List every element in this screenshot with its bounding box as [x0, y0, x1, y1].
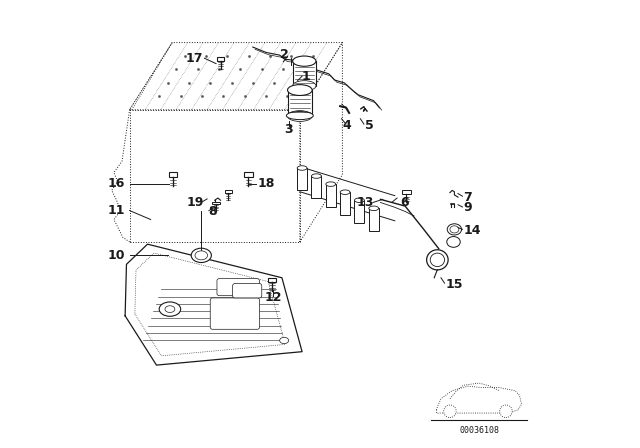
Text: 1: 1	[301, 69, 310, 83]
Ellipse shape	[447, 224, 461, 235]
Text: 10: 10	[108, 249, 125, 262]
Ellipse shape	[165, 306, 175, 313]
Bar	[326, 184, 336, 207]
Bar	[369, 208, 379, 231]
Ellipse shape	[159, 302, 180, 316]
Bar	[297, 168, 307, 190]
Bar	[292, 61, 316, 86]
Text: 15: 15	[445, 278, 463, 291]
Text: 19: 19	[186, 196, 204, 209]
Ellipse shape	[326, 182, 336, 186]
Text: 7: 7	[463, 190, 472, 204]
Ellipse shape	[427, 250, 448, 270]
FancyBboxPatch shape	[233, 284, 262, 298]
Text: 00036108: 00036108	[459, 426, 499, 435]
Text: 11: 11	[108, 204, 125, 217]
Ellipse shape	[450, 226, 459, 233]
Bar	[312, 176, 321, 198]
Ellipse shape	[287, 111, 312, 121]
Text: 6: 6	[401, 196, 409, 209]
FancyBboxPatch shape	[210, 298, 260, 329]
Text: 12: 12	[264, 291, 282, 305]
Text: 5: 5	[365, 119, 374, 132]
Ellipse shape	[340, 190, 350, 194]
Bar	[340, 192, 350, 215]
Text: 2: 2	[280, 48, 289, 61]
Text: 14: 14	[463, 224, 481, 237]
Ellipse shape	[191, 248, 211, 263]
Bar	[244, 172, 253, 177]
Text: 17: 17	[186, 52, 204, 65]
Ellipse shape	[355, 198, 364, 202]
Ellipse shape	[447, 237, 460, 247]
Ellipse shape	[369, 206, 379, 211]
Bar	[287, 90, 312, 116]
Circle shape	[500, 405, 512, 418]
Text: 3: 3	[284, 122, 293, 136]
Ellipse shape	[287, 112, 314, 120]
Ellipse shape	[292, 81, 316, 91]
Ellipse shape	[287, 85, 312, 95]
Bar	[225, 190, 232, 193]
Bar	[217, 57, 224, 61]
FancyBboxPatch shape	[217, 279, 260, 296]
Text: 16: 16	[108, 177, 125, 190]
Ellipse shape	[195, 251, 207, 260]
Ellipse shape	[430, 253, 445, 267]
Circle shape	[444, 405, 456, 418]
Bar	[402, 190, 411, 194]
Text: 9: 9	[463, 201, 472, 215]
Ellipse shape	[280, 337, 289, 344]
Ellipse shape	[297, 166, 307, 170]
Text: 18: 18	[257, 177, 275, 190]
Text: 8: 8	[208, 205, 216, 219]
Bar	[212, 202, 220, 204]
Ellipse shape	[312, 174, 321, 178]
Bar	[169, 172, 177, 177]
Ellipse shape	[292, 56, 316, 66]
Text: 4: 4	[342, 119, 351, 132]
Text: 13: 13	[356, 196, 374, 209]
Bar	[268, 278, 276, 282]
Bar	[355, 200, 364, 223]
